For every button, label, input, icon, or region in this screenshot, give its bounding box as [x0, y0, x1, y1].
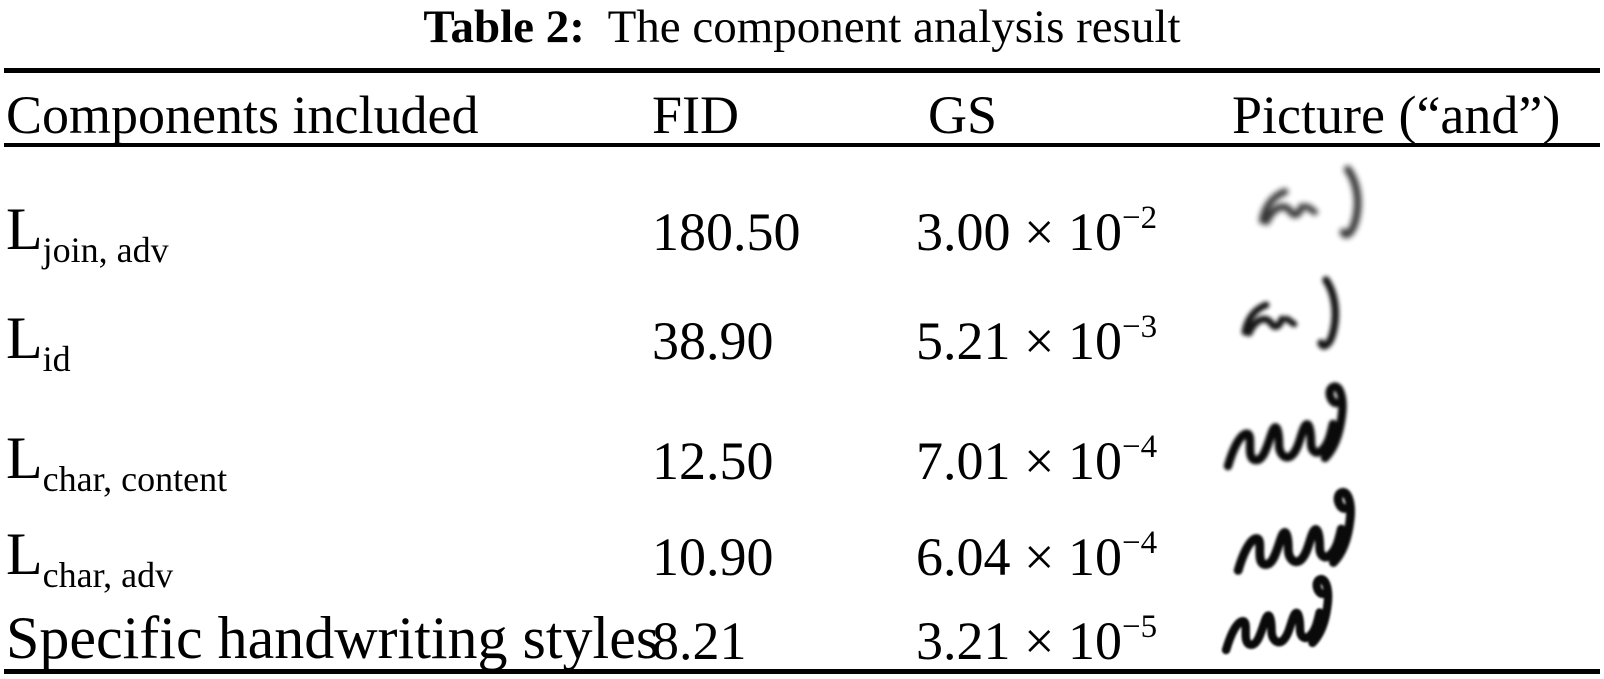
fid-value: 10.90	[652, 527, 774, 587]
gs-exponent: −4	[1121, 429, 1158, 465]
gs-value: 3.00 × 10−2	[916, 202, 1157, 262]
gs-mantissa: 6.04 × 10	[916, 527, 1122, 587]
gs-exponent: −5	[1121, 609, 1158, 645]
gs-mantissa: 3.00 × 10	[916, 202, 1122, 262]
gs-exponent: −3	[1121, 309, 1158, 345]
fid-value: 8.21	[652, 611, 747, 671]
component-main: L	[6, 521, 43, 587]
component-main: L	[6, 425, 43, 491]
gs-mantissa: 3.21 × 10	[916, 611, 1122, 671]
fid-value: 180.50	[652, 202, 801, 262]
header-picture-and: Picture (“and”)	[1232, 85, 1561, 145]
component-label: Lchar, content	[6, 425, 227, 497]
component-main: L	[6, 196, 43, 262]
component-subscript: join, adv	[42, 230, 169, 270]
gs-mantissa: 5.21 × 10	[916, 311, 1122, 371]
gs-value: 5.21 × 10−3	[916, 311, 1157, 371]
gs-value: 3.21 × 10−5	[916, 611, 1157, 671]
component-subscript: char, adv	[42, 555, 174, 595]
header-gs: GS	[928, 85, 998, 145]
gs-value: 7.01 × 10−4	[916, 431, 1157, 491]
component-label: Ljoin, adv	[6, 196, 169, 268]
component-main: L	[6, 305, 43, 371]
table-title: Table 2: The component analysis result	[0, 1, 1604, 54]
component-label: Specific handwriting styles	[6, 608, 659, 668]
gs-exponent: −4	[1121, 525, 1158, 561]
table-bottom-rule	[4, 669, 1600, 674]
handwriting-sample-image	[1221, 575, 1333, 655]
table-caption: The component analysis result	[584, 1, 1181, 53]
fid-value: 38.90	[652, 311, 774, 371]
handwriting-sample-image	[1233, 487, 1355, 575]
handwriting-sample-image	[1223, 382, 1347, 471]
handwriting-sample-image	[1258, 165, 1362, 239]
component-subscript: char, content	[42, 459, 228, 499]
component-main: Specific handwriting styles	[6, 605, 660, 671]
table-top-rule	[4, 68, 1600, 73]
table-header-rule	[4, 143, 1600, 147]
gs-mantissa: 7.01 × 10	[916, 431, 1122, 491]
component-label: Lid	[6, 305, 71, 377]
component-label: Lchar, adv	[6, 521, 173, 593]
fid-value: 12.50	[652, 431, 774, 491]
header-components-included: Components included	[6, 85, 479, 145]
table-number-label: Table 2:	[423, 1, 585, 53]
gs-value: 6.04 × 10−4	[916, 527, 1157, 587]
component-subscript: id	[42, 339, 71, 379]
header-fid: FID	[652, 85, 740, 145]
handwriting-sample-image	[1241, 276, 1340, 350]
gs-exponent: −2	[1121, 200, 1158, 236]
